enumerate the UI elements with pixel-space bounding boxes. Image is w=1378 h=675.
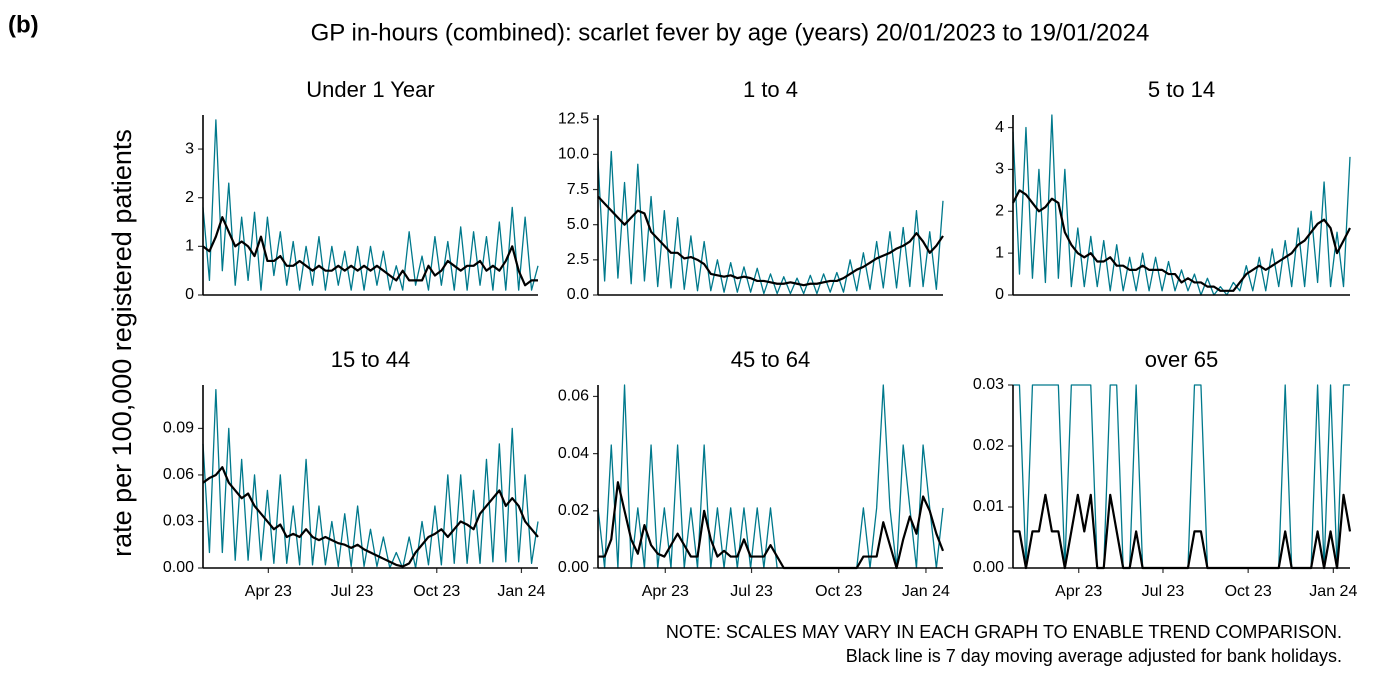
y-tick-label: 2 xyxy=(185,189,194,206)
series-line xyxy=(202,389,539,569)
y-tick-label: 0.00 xyxy=(163,559,194,576)
note: Black line is 7 day moving average adjus… xyxy=(846,646,1342,666)
panel-title: Under 1 Year xyxy=(306,77,434,102)
series-line xyxy=(598,481,945,570)
x-tick-label: Oct 23 xyxy=(815,583,862,600)
y-tick-label: 0.02 xyxy=(558,502,589,519)
x-tick-label: Jul 23 xyxy=(1142,583,1185,600)
panel-title: 15 to 44 xyxy=(331,347,411,372)
series-line xyxy=(1012,114,1351,296)
note: NOTE: SCALES MAY VARY IN EACH GRAPH TO E… xyxy=(666,622,1342,642)
panel-title: 45 to 64 xyxy=(731,347,811,372)
x-tick-label: Jan 24 xyxy=(902,583,950,600)
x-tick-label: Oct 23 xyxy=(1225,583,1272,600)
x-tick-label: Jan 24 xyxy=(1309,583,1357,600)
x-tick-label: Apr 23 xyxy=(245,583,292,600)
y-tick-label: 0.00 xyxy=(973,559,1004,576)
y-tick-label: 5.0 xyxy=(567,216,589,233)
y-tick-label: 0.00 xyxy=(558,559,589,576)
x-tick-label: Jul 23 xyxy=(730,583,773,600)
y-tick-label: 0.0 xyxy=(567,286,589,303)
x-tick-label: Jul 23 xyxy=(331,583,374,600)
y-axis-label: rate per 100,000 registered patients xyxy=(107,129,137,557)
y-tick-label: 2 xyxy=(995,202,1004,219)
y-tick-label: 1 xyxy=(995,244,1004,261)
series-line xyxy=(597,150,944,295)
panel-title: over 65 xyxy=(1145,347,1218,372)
y-tick-label: 12.5 xyxy=(558,110,589,127)
panel-title: 5 to 14 xyxy=(1148,77,1215,102)
y-tick-label: 3 xyxy=(995,161,1004,178)
x-tick-label: Apr 23 xyxy=(1055,583,1102,600)
y-tick-label: 0.03 xyxy=(973,376,1004,393)
y-tick-label: 0.04 xyxy=(558,445,589,462)
y-tick-label: 0.06 xyxy=(163,466,194,483)
y-tick-label: 0.09 xyxy=(163,420,194,437)
y-tick-label: 0.02 xyxy=(973,437,1004,454)
y-tick-label: 0.06 xyxy=(558,388,589,405)
y-tick-label: 0 xyxy=(185,286,194,303)
series-line xyxy=(202,119,539,291)
series-line xyxy=(597,195,944,287)
y-tick-label: 10.0 xyxy=(558,146,589,163)
series-line xyxy=(1012,189,1351,292)
panel-label: (b) xyxy=(8,11,39,38)
y-tick-label: 3 xyxy=(185,140,194,157)
series-line xyxy=(1013,384,1350,569)
panel-title: 1 to 4 xyxy=(743,77,798,102)
figure-title: GP in-hours (combined): scarlet fever by… xyxy=(311,19,1150,46)
y-tick-label: 4 xyxy=(995,119,1004,136)
y-tick-label: 7.5 xyxy=(567,181,589,198)
x-tick-label: Apr 23 xyxy=(642,583,689,600)
y-tick-label: 0.03 xyxy=(163,513,194,530)
y-tick-label: 2.5 xyxy=(567,251,589,268)
y-tick-label: 1 xyxy=(185,238,194,255)
y-tick-label: 0.01 xyxy=(973,498,1004,515)
series-line xyxy=(597,384,944,569)
x-tick-label: Jan 24 xyxy=(497,583,545,600)
y-tick-label: 0 xyxy=(995,286,1004,303)
series-line xyxy=(202,466,539,568)
series-line xyxy=(202,216,538,287)
x-tick-label: Oct 23 xyxy=(413,583,460,600)
